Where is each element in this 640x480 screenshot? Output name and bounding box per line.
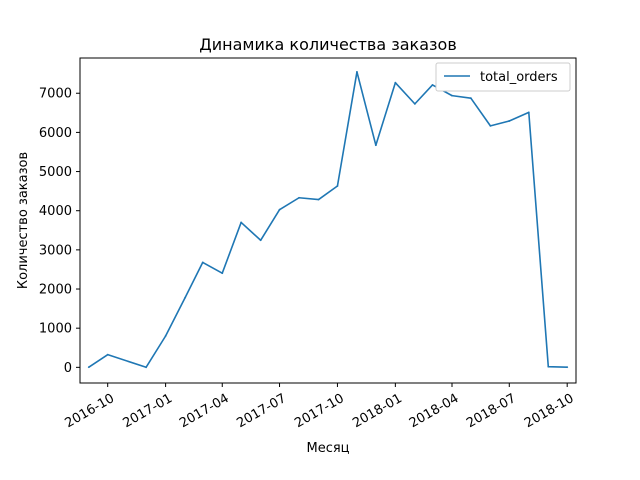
y-tick-label: 6000 [39, 126, 72, 141]
x-tick-label: 2018-10 [522, 391, 577, 431]
x-tick-label: 2016-10 [63, 391, 118, 431]
data-point [547, 365, 550, 368]
x-axis-title: Месяц [306, 441, 349, 456]
x-tick-label: 2018-07 [464, 391, 519, 431]
x-tick-label: 2017-10 [292, 391, 347, 431]
x-tick-label: 2018-04 [407, 391, 462, 431]
data-point [317, 198, 320, 201]
data-point [374, 144, 377, 147]
data-point [201, 261, 204, 264]
data-point [240, 221, 243, 224]
legend-label: total_orders [480, 70, 558, 85]
data-point [184, 296, 187, 299]
y-tick-label: 5000 [39, 165, 72, 180]
data-point [164, 335, 167, 337]
data-point [566, 366, 569, 369]
series-line-total_orders [88, 71, 568, 369]
data-point [489, 124, 492, 127]
plot-frame [79, 57, 577, 384]
x-tick-label: 2017-07 [234, 391, 289, 431]
data-point [469, 97, 472, 100]
x-tick-label: 2017-04 [177, 391, 232, 431]
data-point [336, 185, 339, 187]
y-axis-title: Количество заказов [16, 152, 31, 289]
y-tick-label: 3000 [39, 243, 72, 258]
data-point [413, 102, 416, 105]
y-tick-label: 0 [64, 361, 72, 376]
legend: total_orders [435, 62, 571, 92]
legend-box [435, 62, 571, 92]
chart-title: Динамика количества заказов [199, 35, 457, 54]
data-point [451, 94, 453, 97]
data-point [145, 366, 147, 369]
data-point [527, 111, 530, 114]
y-tick-label: 4000 [39, 204, 72, 219]
data-point [259, 239, 262, 242]
data-point [87, 366, 90, 369]
data-point [394, 81, 397, 84]
data-point [221, 272, 224, 275]
data-point [106, 353, 109, 356]
y-tick-label: 1000 [39, 322, 72, 337]
data-point [356, 71, 358, 73]
y-tick-label: 7000 [39, 87, 72, 102]
x-tick-label: 2017-01 [120, 391, 175, 431]
data-point [431, 84, 434, 86]
data-point [278, 208, 281, 211]
data-point [508, 120, 511, 122]
data-point [298, 196, 300, 199]
x-tick-label: 2018-01 [350, 391, 405, 431]
y-tick-label: 2000 [39, 283, 72, 298]
